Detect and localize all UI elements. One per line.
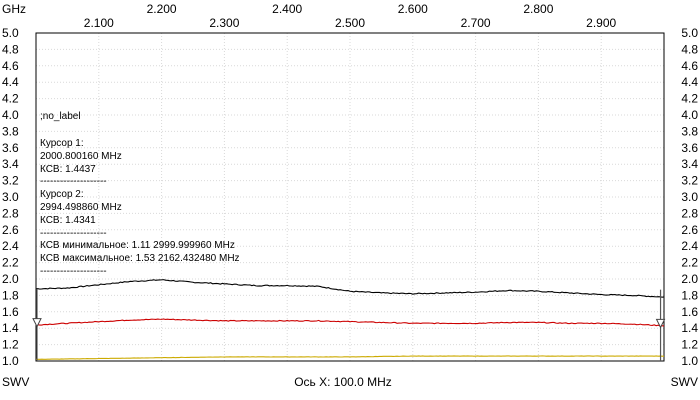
y-tick-label-right: 1.8	[681, 288, 698, 302]
y-tick-label-right: 3.4	[681, 157, 698, 171]
y-tick-label-left: 1.6	[2, 305, 19, 319]
x-tick-label: 2.900	[586, 16, 616, 30]
y-tick-label-left: 2.4	[2, 239, 19, 253]
annotation-line: 2000.800160 MHz	[40, 151, 122, 162]
x-tick-label: 2.800	[523, 2, 553, 16]
y-tick-label-right: 4.4	[681, 75, 698, 89]
y-tick-label-right: 3.2	[681, 174, 698, 188]
y-tick-label-left: 4.2	[2, 92, 19, 106]
x-ticks-top-row: 2.200 2.400 2.600 2.800	[147, 2, 554, 16]
y-tick-label-right: 4.0	[681, 108, 698, 122]
y-tick-label-right: 4.8	[681, 42, 698, 56]
series-layer	[35, 279, 665, 360]
x-tick-label: 2.600	[398, 2, 428, 16]
annotation-line: КСВ максимальное: 1.53 2162.432480 MHz	[40, 253, 240, 264]
y-tick-label-right: 2.8	[681, 206, 698, 220]
y-ticks: 5.0 5.0 4.8 4.8 4.6 4.6 4.4 4.4 4.2 4.2 4.0 4.0 3.8 3…	[2, 26, 698, 368]
y-left-label: SWV	[2, 375, 29, 389]
y-tick-label-left: 4.6	[2, 59, 19, 73]
y-tick-label-left: 3.6	[2, 141, 19, 155]
cursor-marker	[32, 318, 42, 328]
annotation-line: Курсор 1:	[40, 138, 84, 149]
y-tick-label-right: 4.6	[681, 59, 698, 73]
cursor-layer	[32, 289, 666, 361]
y-tick-label-right: 1.4	[681, 321, 698, 335]
y-tick-label-right: 4.2	[681, 92, 698, 106]
series-line	[35, 318, 665, 327]
annotation-block: ;no_label Курсор 1: 2000.800160 MHz КСВ:…	[40, 111, 240, 277]
y-tick-label-right: 5.0	[681, 26, 698, 40]
x-tick-label: 2.100	[84, 16, 114, 30]
annotation-line: 2994.498860 MHz	[40, 202, 122, 213]
x-tick-label: 2.700	[461, 16, 491, 30]
plot-area	[36, 33, 664, 361]
y-tick-label-left: 1.0	[2, 354, 19, 368]
y-tick-label-right: 3.0	[681, 190, 698, 204]
x-axis-caption: Ось X: 100.0 MHz	[294, 375, 392, 389]
y-tick-label-left: 2.6	[2, 223, 19, 237]
annotation-line: КСВ: 1.4437	[40, 164, 96, 175]
y-tick-label-left: 2.8	[2, 206, 19, 220]
y-tick-label-left: 5.0	[2, 26, 19, 40]
y-tick-label-left: 3.8	[2, 124, 19, 138]
cursor-marker	[655, 318, 666, 329]
x-unit-label: GHz	[2, 2, 26, 16]
y-tick-label-right: 3.6	[681, 141, 698, 155]
y-tick-label-left: 1.8	[2, 288, 19, 302]
annotation-line: КСВ: 1.4341	[40, 215, 96, 226]
y-tick-label-left: 4.4	[2, 75, 19, 89]
y-tick-label-right: 2.2	[681, 256, 698, 270]
grid-layer	[36, 33, 664, 361]
y-tick-label-right: 1.6	[681, 305, 698, 319]
y-tick-label-right: 1.0	[681, 354, 698, 368]
x-tick-label: 2.400	[272, 2, 302, 16]
y-tick-label-left: 3.2	[2, 174, 19, 188]
y-tick-label-left: 4.8	[2, 42, 19, 56]
y-right-label: SWV	[671, 375, 698, 389]
plot-frame	[35, 32, 665, 362]
x-tick-label: 2.200	[147, 2, 177, 16]
annotation-line: --------------------	[40, 228, 107, 239]
y-tick-label-right: 2.0	[681, 272, 698, 286]
annotation-line: КСВ минимальное: 1.11 2999.999960 MHz	[40, 240, 235, 251]
x-tick-label: 2.300	[209, 16, 239, 30]
y-tick-label-left: 3.0	[2, 190, 19, 204]
x-ticks-bottom-row: 2.100 2.300 2.500 2.700 2.900	[84, 16, 617, 30]
y-tick-label-right: 2.4	[681, 239, 698, 253]
series-line	[35, 279, 665, 298]
annotation-line: --------------------	[40, 266, 107, 277]
y-tick-label-left: 4.0	[2, 108, 19, 122]
x-tick-label: 2.500	[335, 16, 365, 30]
y-tick-label-left: 3.4	[2, 157, 19, 171]
y-tick-label-left: 2.0	[2, 272, 19, 286]
y-tick-label-left: 1.2	[2, 338, 19, 352]
y-tick-label-left: 2.2	[2, 256, 19, 270]
y-tick-label-right: 1.2	[681, 338, 698, 352]
annotation-line: Курсор 2:	[40, 189, 84, 200]
series-line	[35, 355, 665, 360]
annotation-line: ;no_label	[40, 111, 81, 122]
y-tick-label-right: 2.6	[681, 223, 698, 237]
annotation-line: --------------------	[40, 176, 107, 187]
y-tick-label-left: 1.4	[2, 321, 19, 335]
y-tick-label-right: 3.8	[681, 124, 698, 138]
